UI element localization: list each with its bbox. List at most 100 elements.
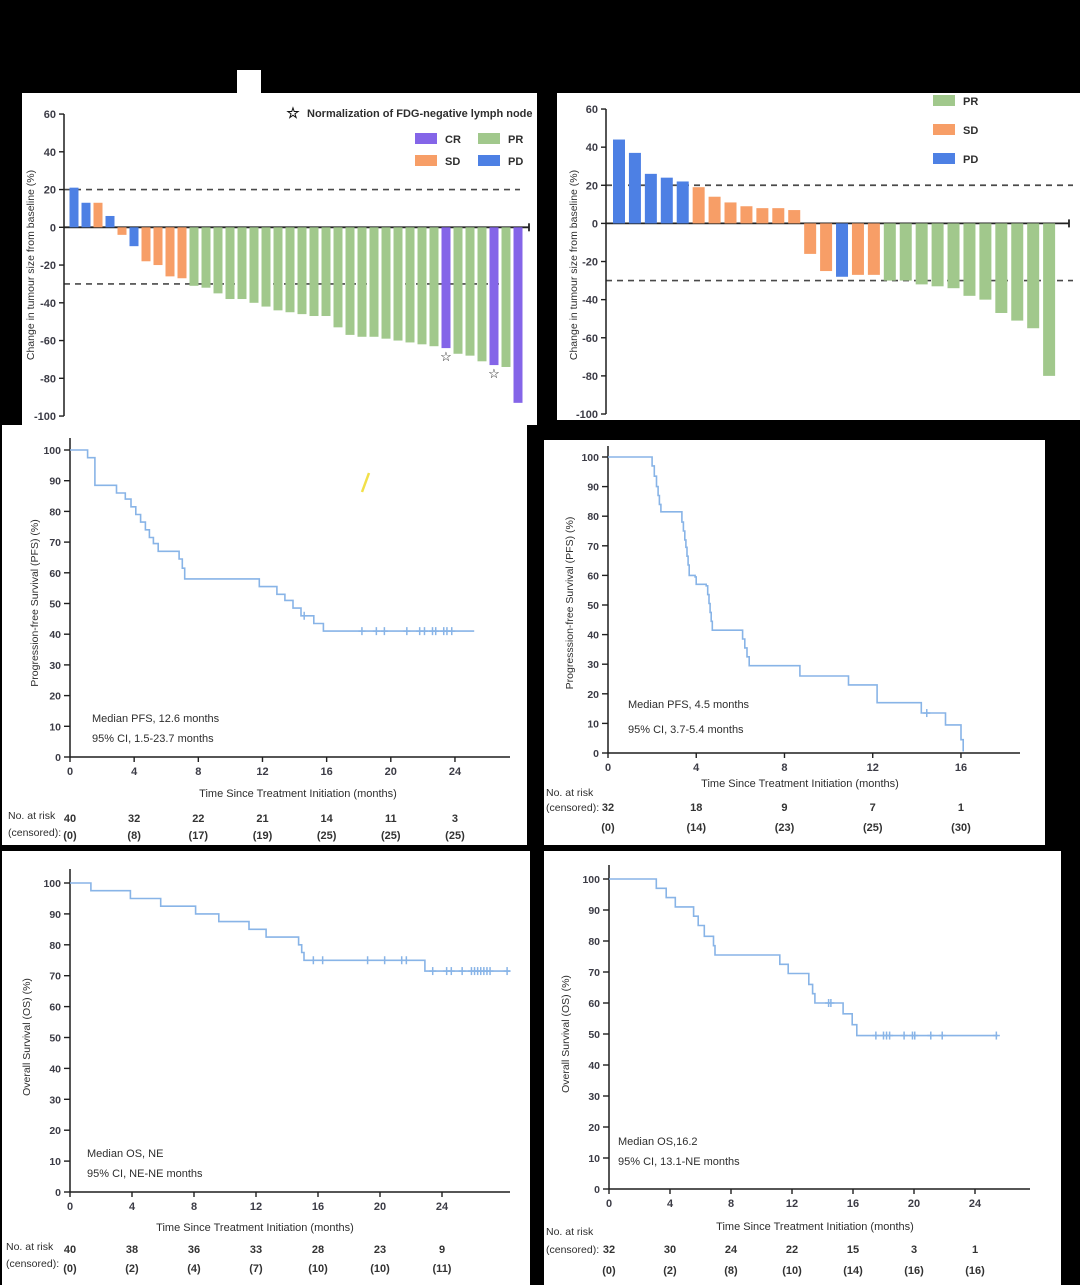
svg-text:10: 10 bbox=[49, 721, 61, 733]
svg-text:30: 30 bbox=[588, 1091, 600, 1103]
svg-text:(censored):: (censored): bbox=[6, 1258, 59, 1270]
svg-text:-20: -20 bbox=[582, 257, 598, 269]
svg-text:0: 0 bbox=[67, 766, 73, 778]
svg-text:(25): (25) bbox=[445, 830, 465, 842]
svg-text:8: 8 bbox=[728, 1198, 734, 1210]
svg-text:70: 70 bbox=[49, 971, 61, 983]
svg-text:50: 50 bbox=[588, 1029, 600, 1041]
svg-text:50: 50 bbox=[49, 1033, 61, 1045]
svg-text:20: 20 bbox=[385, 766, 397, 778]
svg-text:38: 38 bbox=[126, 1244, 138, 1256]
svg-text:24: 24 bbox=[449, 766, 462, 778]
svg-text:11: 11 bbox=[385, 813, 397, 825]
svg-text:Normalization of FDG-negative: Normalization of FDG-negative lymph node bbox=[307, 108, 533, 120]
svg-text:30: 30 bbox=[49, 1094, 61, 1106]
svg-text:16: 16 bbox=[955, 762, 967, 774]
svg-text:No. at risk: No. at risk bbox=[6, 1241, 54, 1253]
svg-text:95% CI, NE-NE months: 95% CI, NE-NE months bbox=[87, 1168, 203, 1180]
svg-text:PD: PD bbox=[963, 154, 978, 166]
svg-text:24: 24 bbox=[969, 1198, 982, 1210]
svg-text:(25): (25) bbox=[317, 830, 337, 842]
svg-text:23: 23 bbox=[374, 1244, 386, 1256]
svg-text:CR: CR bbox=[445, 134, 461, 146]
km-plot-pfs-right: 100 90 80 70 60 50 40 30 20 10 0 0 4 8 12 16 Median PFS,… bbox=[544, 440, 1045, 845]
svg-text:Progression-free Survival (PFS: Progression-free Survival (PFS) (%) bbox=[29, 519, 41, 686]
svg-text:9: 9 bbox=[781, 802, 787, 814]
svg-text:0: 0 bbox=[593, 748, 599, 760]
svg-text:No. at risk: No. at risk bbox=[8, 810, 56, 822]
svg-text:40: 40 bbox=[588, 1060, 600, 1072]
svg-text:No. at risk: No. at risk bbox=[546, 787, 594, 799]
svg-text:15: 15 bbox=[847, 1244, 859, 1256]
svg-text:60: 60 bbox=[49, 1002, 61, 1014]
svg-text:20: 20 bbox=[908, 1198, 920, 1210]
svg-text:24: 24 bbox=[725, 1244, 738, 1256]
svg-text:(censored):: (censored): bbox=[546, 802, 599, 814]
waterfall-plot-left: 60 40 20 0 -20 -40 -60 -80 -100 ☆ ☆ ☆ Normalization … bbox=[22, 93, 537, 425]
svg-text:90: 90 bbox=[587, 482, 599, 494]
svg-text:0: 0 bbox=[605, 762, 611, 774]
svg-text:30: 30 bbox=[49, 660, 61, 672]
svg-text:0: 0 bbox=[55, 752, 61, 764]
svg-text:0: 0 bbox=[50, 222, 56, 234]
svg-text:(0): (0) bbox=[602, 1265, 616, 1277]
svg-text:10: 10 bbox=[587, 718, 599, 730]
svg-text:80: 80 bbox=[49, 506, 61, 518]
svg-text:20: 20 bbox=[49, 691, 61, 703]
svg-text:33: 33 bbox=[250, 1244, 262, 1256]
svg-text:7: 7 bbox=[870, 802, 876, 814]
svg-text:8: 8 bbox=[195, 766, 201, 778]
svg-text:95% CI, 3.7-5.4 months: 95% CI, 3.7-5.4 months bbox=[628, 724, 744, 736]
svg-text:20: 20 bbox=[587, 689, 599, 701]
svg-text:40: 40 bbox=[64, 813, 76, 825]
svg-text:28: 28 bbox=[312, 1244, 324, 1256]
svg-text:4: 4 bbox=[667, 1198, 674, 1210]
svg-text:12: 12 bbox=[786, 1198, 798, 1210]
svg-text:60: 60 bbox=[587, 570, 599, 582]
svg-text:(16): (16) bbox=[965, 1265, 985, 1277]
svg-text:Median OS,16.2: Median OS,16.2 bbox=[618, 1136, 698, 1148]
svg-text:☆: ☆ bbox=[488, 366, 500, 381]
svg-text:8: 8 bbox=[781, 762, 787, 774]
svg-text:(censored):: (censored): bbox=[8, 827, 61, 839]
svg-text:☆: ☆ bbox=[440, 349, 452, 364]
svg-text:22: 22 bbox=[192, 813, 204, 825]
svg-text:-100: -100 bbox=[34, 411, 56, 423]
svg-text:☆: ☆ bbox=[286, 105, 300, 122]
svg-text:(14): (14) bbox=[686, 822, 706, 834]
svg-text:-60: -60 bbox=[40, 336, 56, 348]
svg-text:(2): (2) bbox=[663, 1265, 677, 1277]
km-plot-pfs-left: 100 90 80 70 60 50 40 30 20 10 0 0 4 8 12 16 20 24 Median … bbox=[2, 425, 527, 845]
svg-text:80: 80 bbox=[49, 940, 61, 952]
svg-text:(0): (0) bbox=[63, 830, 77, 842]
svg-text:Change in tumour size from bas: Change in tumour size from baseline (%) bbox=[25, 170, 37, 360]
svg-text:21: 21 bbox=[256, 813, 268, 825]
svg-text:60: 60 bbox=[49, 568, 61, 580]
svg-text:Time Since Treatment Initiatio: Time Since Treatment Initiation (months) bbox=[156, 1222, 354, 1234]
svg-text:10: 10 bbox=[49, 1156, 61, 1168]
svg-text:22: 22 bbox=[786, 1244, 798, 1256]
svg-text:12: 12 bbox=[867, 762, 879, 774]
svg-text:40: 40 bbox=[49, 1063, 61, 1075]
svg-text:0: 0 bbox=[55, 1187, 61, 1199]
svg-text:40: 40 bbox=[64, 1244, 76, 1256]
svg-text:95% CI, 1.5-23.7 months: 95% CI, 1.5-23.7 months bbox=[92, 733, 214, 745]
svg-text:(10): (10) bbox=[370, 1263, 390, 1275]
svg-text:Median PFS, 12.6 months: Median PFS, 12.6 months bbox=[92, 713, 220, 725]
svg-text:90: 90 bbox=[49, 909, 61, 921]
svg-text:(17): (17) bbox=[189, 830, 209, 842]
svg-text:9: 9 bbox=[439, 1244, 445, 1256]
svg-text:90: 90 bbox=[588, 905, 600, 917]
svg-text:(4): (4) bbox=[187, 1263, 201, 1275]
svg-text:No. at risk: No. at risk bbox=[546, 1226, 594, 1238]
svg-text:32: 32 bbox=[128, 813, 140, 825]
svg-text:4: 4 bbox=[693, 762, 700, 774]
svg-text:-40: -40 bbox=[582, 295, 598, 307]
svg-text:(23): (23) bbox=[775, 822, 795, 834]
svg-text:24: 24 bbox=[436, 1201, 449, 1213]
svg-text:90: 90 bbox=[49, 476, 61, 488]
svg-text:4: 4 bbox=[131, 766, 138, 778]
svg-text:16: 16 bbox=[847, 1198, 859, 1210]
svg-text:Overall Survival (OS) (%): Overall Survival (OS) (%) bbox=[560, 975, 572, 1093]
